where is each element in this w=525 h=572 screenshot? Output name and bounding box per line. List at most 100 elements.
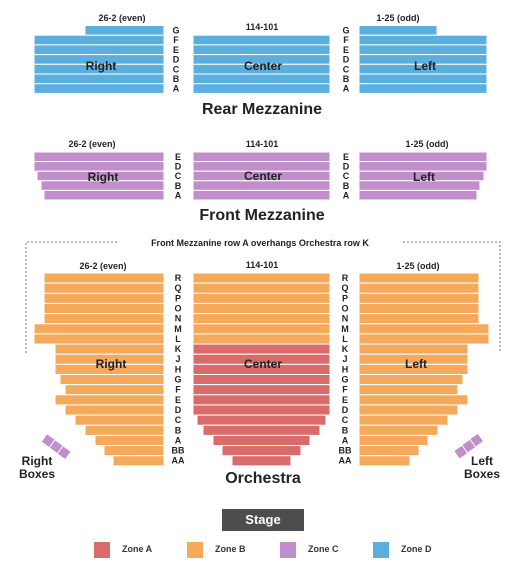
front-mezz-right-row [43, 189, 165, 201]
orch-left-row [358, 302, 480, 315]
rear-mezz-row-label-left: C [343, 64, 350, 74]
right-boxes-label-line1: Right [22, 454, 53, 468]
orch-left-row [358, 272, 480, 284]
orch-row-label-right: BB [172, 446, 185, 456]
rear-mezz-row-label-left: E [343, 45, 349, 55]
orch-right-row [64, 384, 165, 396]
left-box [462, 439, 475, 453]
orch-right-row [64, 404, 165, 416]
orch-left-numbering: 1-25 (odd) [396, 261, 439, 271]
legend-swatch-zone-a [94, 542, 110, 558]
rear-mezz-row-label-right: D [173, 55, 180, 65]
rear-mezzanine: G GF FE ED DC CB BA A [33, 25, 488, 94]
rear-mezz-left-row [358, 83, 488, 94]
legend-swatch-zone-c [280, 542, 296, 558]
front-mezz-row-label-right: C [175, 171, 182, 181]
front-mezz-row-label-left: D [343, 162, 350, 172]
front-mezz-row-label-right: E [175, 152, 181, 162]
orch-center-row [192, 272, 331, 284]
orch-right-row [33, 323, 165, 335]
orch-right-label: Right [96, 357, 127, 371]
orch-center-row [192, 302, 331, 315]
orch-row-label-left: R [342, 273, 349, 283]
orch-center-numbering: 114-101 [246, 260, 279, 270]
orch-row-label-left: L [342, 334, 348, 344]
front-mezz-row-label-left: E [343, 152, 349, 162]
orch-row-label-right: H [175, 364, 182, 374]
orch-center-row [231, 455, 292, 467]
orch-left-row [358, 343, 469, 355]
left-box [454, 445, 467, 459]
orch-row-label-right: L [175, 334, 181, 344]
rear-mezz-row-label-right: F [173, 35, 179, 45]
orch-row-label-right: F [175, 385, 181, 395]
orch-right-row [94, 434, 165, 447]
orch-row-label-left: E [342, 395, 348, 405]
orch-left-row [358, 455, 411, 467]
rear-mezz-right-row [33, 73, 165, 85]
front-mezzanine: E ED DC CB BA A [33, 151, 488, 201]
legend: Zone A Zone B Zone C Zone D [0, 540, 525, 562]
orchestra: R RQ QP PO ON NM ML LK KJ JH HG GF FE ED DC CB BA ABB BBAA… [33, 272, 490, 467]
front-mezz-row-label-right: A [175, 190, 182, 200]
legend-label-zone-b: Zone B [215, 544, 246, 554]
rear-mezz-row-label-left: F [343, 35, 349, 45]
rear-mezz-center-row [192, 83, 331, 94]
left-box [470, 433, 483, 447]
left-boxes-label-line2: Boxes [464, 467, 500, 481]
orch-center-row [192, 313, 331, 325]
front-mezz-left-label: Left [413, 170, 435, 184]
front-mezz-center-row [192, 189, 331, 201]
orch-row-label-right: P [175, 293, 181, 303]
orch-left-row [358, 313, 480, 325]
orch-center-row [192, 384, 331, 396]
front-mezz-left-numbering: 1-25 (odd) [405, 139, 448, 149]
orch-center-row [192, 394, 331, 406]
rear-mezz-right-row [33, 44, 165, 56]
legend-swatch-zone-d [373, 542, 389, 558]
orch-right-row [84, 424, 165, 436]
orch-center-row [221, 445, 302, 457]
orch-left-row [358, 292, 480, 304]
orch-left-row [358, 434, 429, 447]
orch-center-row [196, 414, 327, 426]
orch-center-row [192, 292, 331, 304]
rear-mezz-row-label-left: B [343, 74, 350, 84]
rear-mezz-right-row [84, 25, 165, 36]
orch-row-label-right: E [175, 395, 181, 405]
orch-row-label-right: R [175, 273, 182, 283]
rear-mezz-center-numbering: 114-101 [246, 22, 279, 32]
orch-right-row [103, 445, 165, 457]
rear-mezz-row-label-left: G [342, 26, 349, 36]
orch-right-row [43, 302, 165, 315]
orch-left-label: Left [405, 357, 427, 371]
front-mezz-row-label-right: B [175, 181, 182, 191]
orch-center-row [212, 434, 311, 447]
orch-row-label-right: G [174, 375, 181, 385]
orch-row-label-right: M [174, 324, 182, 334]
rear-mezz-left-row [358, 34, 488, 46]
rear-mezz-left-numbering: 1-25 (odd) [376, 13, 419, 23]
front-mezz-center-numbering: 114-101 [246, 139, 279, 149]
orch-center-row [192, 343, 331, 355]
orch-right-row [54, 394, 165, 406]
rear-mezz-center-label: Center [244, 59, 282, 73]
orch-right-row [59, 374, 165, 386]
orchestra-title: Orchestra [225, 470, 301, 487]
right-boxes [41, 434, 71, 459]
orch-row-label-left: M [341, 324, 349, 334]
right-box [49, 440, 63, 453]
rear-mezzanine-title: Rear Mezzanine [202, 101, 322, 118]
legend-label-zone-c: Zone C [308, 544, 339, 554]
orch-row-label-left: P [342, 293, 348, 303]
orch-center-row [192, 374, 331, 386]
orch-left-row [358, 414, 449, 426]
overhang-note: Front Mezzanine row A overhangs Orchestr… [151, 238, 369, 248]
rear-mezz-row-label-right: A [173, 84, 180, 94]
rear-mezz-row-label-right: C [173, 64, 180, 74]
orch-right-row [43, 313, 165, 325]
orch-row-label-left: F [342, 385, 348, 395]
rear-mezz-row-label-right: G [172, 26, 179, 36]
orch-right-row [74, 414, 165, 426]
